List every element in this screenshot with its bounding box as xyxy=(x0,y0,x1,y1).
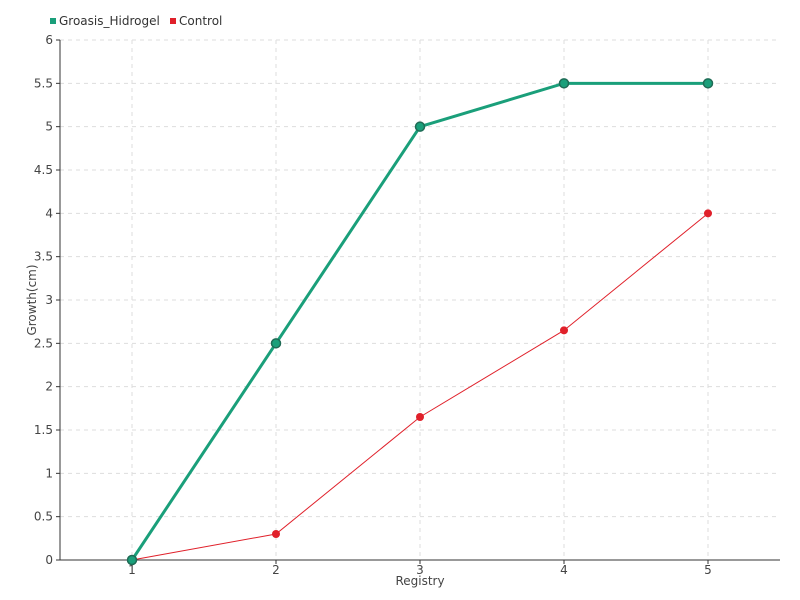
y-tick-label: 5.5 xyxy=(34,76,53,90)
x-tick-label: 5 xyxy=(704,563,712,577)
data-point-control[interactable] xyxy=(272,530,280,538)
legend: Groasis_Hidrogel Control xyxy=(50,14,222,28)
legend-label-control[interactable]: Control xyxy=(179,14,222,28)
data-point-control[interactable] xyxy=(416,413,424,421)
y-tick-label: 6 xyxy=(45,33,53,47)
data-point-groasis-hidrogel[interactable] xyxy=(414,121,426,132)
y-tick-label: 4 xyxy=(45,206,53,220)
y-tick-label: 1 xyxy=(45,466,53,480)
series xyxy=(126,78,714,566)
x-axis-title: Registry xyxy=(395,574,444,588)
y-tick-label: 3 xyxy=(45,293,53,307)
data-point-groasis-hidrogel[interactable] xyxy=(702,78,714,89)
y-tick-label: 0 xyxy=(45,553,53,567)
data-point-groasis-hidrogel[interactable] xyxy=(126,554,138,566)
legend-label-groasis[interactable]: Groasis_Hidrogel xyxy=(59,14,160,28)
x-tick-label: 2 xyxy=(272,563,280,577)
data-point-groasis-hidrogel[interactable] xyxy=(558,78,570,89)
data-point-control[interactable] xyxy=(704,209,712,218)
x-tick-label: 3 xyxy=(416,563,424,577)
y-tick-label: 5 xyxy=(45,120,53,134)
y-tick-label: 2 xyxy=(45,380,53,394)
data-point-control[interactable] xyxy=(560,326,568,335)
legend-swatch-control xyxy=(170,18,176,24)
legend-swatch-groasis xyxy=(50,18,56,24)
y-tick-label: 0.5 xyxy=(34,510,53,524)
x-tick-label: 1 xyxy=(128,563,136,577)
y-tick-label: 4.5 xyxy=(34,163,53,177)
y-tick-label: 3.5 xyxy=(34,250,53,264)
data-point-groasis-hidrogel[interactable] xyxy=(270,338,282,349)
x-tick-label: 4 xyxy=(560,563,568,577)
y-axis-title: Growth(cm) xyxy=(25,264,39,335)
y-tick-label: 2.5 xyxy=(34,336,53,350)
grid xyxy=(60,39,780,560)
y-tick-label: 1.5 xyxy=(34,423,53,437)
x-ticks: 1 2 3 4 5 xyxy=(128,560,712,577)
y-ticks: 0 0.5 1 1.5 2 2.5 3 3.5 4 4.5 5 5.5 6 xyxy=(34,33,60,567)
